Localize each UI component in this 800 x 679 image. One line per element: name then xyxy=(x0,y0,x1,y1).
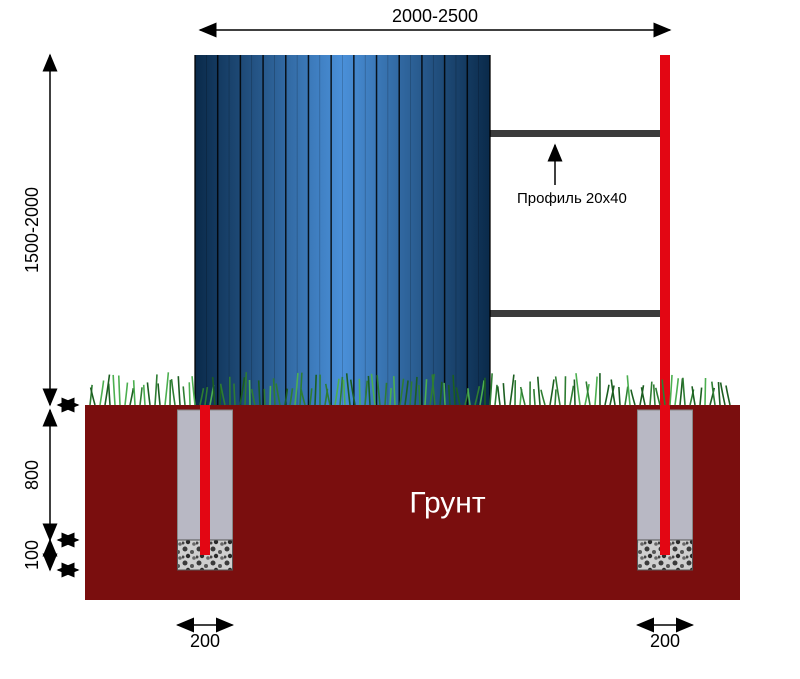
svg-text:800: 800 xyxy=(22,460,42,490)
corrugated-panel xyxy=(195,55,490,405)
profile-label: Профиль 20x40 xyxy=(517,190,627,207)
ground-label: Грунт xyxy=(409,487,485,520)
fence-diagram: Грунт Профиль 20x40 2000-2500 1500-2000 80… xyxy=(0,0,800,674)
horizontal-rail-bottom xyxy=(485,310,670,317)
svg-text:100: 100 xyxy=(22,540,42,570)
svg-text:2000-2500: 2000-2500 xyxy=(392,6,478,26)
svg-text:200: 200 xyxy=(650,631,680,651)
post-right xyxy=(660,55,670,555)
horizontal-rail-top xyxy=(485,130,670,137)
svg-text:200: 200 xyxy=(190,631,220,651)
svg-text:1500-2000: 1500-2000 xyxy=(22,187,42,273)
